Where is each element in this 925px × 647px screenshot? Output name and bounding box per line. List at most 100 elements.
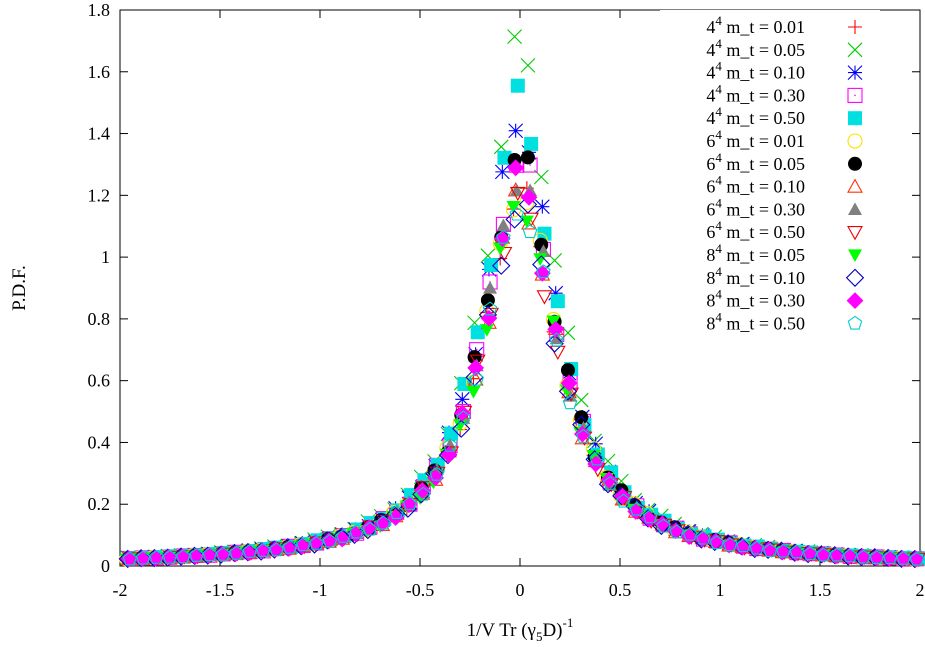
data-point bbox=[616, 493, 631, 508]
y-tick-label: 1.6 bbox=[88, 62, 111, 82]
data-point bbox=[816, 547, 831, 562]
legend-marker bbox=[848, 156, 862, 171]
legend-mass: m_t = 0.05 bbox=[722, 245, 805, 265]
data-point bbox=[537, 226, 552, 241]
data-point bbox=[200, 546, 218, 564]
data-point bbox=[547, 253, 563, 268]
data-point bbox=[202, 547, 218, 562]
legend-marker bbox=[847, 87, 863, 103]
legend-marker bbox=[847, 315, 863, 330]
legend-mass: m_t = 0.30 bbox=[722, 199, 805, 219]
legend-label: 44 m_t = 0.05 bbox=[706, 36, 805, 60]
data-point bbox=[484, 258, 499, 273]
data-point bbox=[269, 542, 284, 557]
y-tick-label: 1.2 bbox=[88, 185, 111, 205]
legend-lattice: 8 bbox=[706, 313, 715, 333]
data-point bbox=[840, 547, 858, 565]
data-point bbox=[520, 188, 538, 206]
data-point bbox=[574, 410, 589, 425]
legend-exponent: 4 bbox=[715, 309, 722, 324]
legend-exponent: 4 bbox=[715, 287, 722, 302]
legend-background bbox=[660, 10, 880, 360]
legend-marker bbox=[847, 133, 863, 149]
data-point bbox=[480, 293, 495, 308]
data-point bbox=[227, 545, 244, 563]
data-point bbox=[524, 136, 539, 151]
x-axis-label-sup: -1 bbox=[563, 615, 574, 630]
data-point bbox=[492, 256, 511, 275]
data-point bbox=[454, 391, 470, 407]
legend-label: 44 m_t = 0.30 bbox=[706, 81, 805, 105]
data-point bbox=[510, 78, 525, 93]
legend-lattice: 6 bbox=[706, 222, 715, 242]
data-point bbox=[776, 543, 791, 558]
legend-lattice: 4 bbox=[706, 108, 715, 128]
data-point bbox=[749, 540, 765, 555]
legend-exponent: 4 bbox=[715, 127, 722, 142]
x-tick-label: -0.5 bbox=[406, 580, 435, 600]
data-point bbox=[545, 334, 564, 353]
data-point bbox=[909, 551, 925, 566]
data-point bbox=[762, 543, 778, 557]
data-point bbox=[560, 363, 575, 378]
data-point bbox=[520, 150, 535, 165]
legend-label: 44 m_t = 0.50 bbox=[706, 104, 805, 128]
legend-marker bbox=[847, 42, 863, 58]
data-point bbox=[669, 524, 685, 539]
data-point bbox=[509, 186, 526, 202]
data-point bbox=[842, 548, 858, 563]
data-point bbox=[322, 533, 338, 548]
data-point bbox=[789, 544, 805, 559]
x-axis-label: 1/V Tr (γ5D)-1 bbox=[467, 615, 574, 644]
legend-lattice: 6 bbox=[706, 131, 715, 151]
data-point bbox=[467, 350, 482, 365]
x-axis-label-sub: 5 bbox=[536, 629, 543, 644]
data-point bbox=[255, 542, 271, 557]
legend-lattice: 8 bbox=[706, 291, 715, 311]
data-point bbox=[456, 410, 471, 425]
data-point bbox=[440, 446, 458, 463]
legend-mass: m_t = 0.50 bbox=[722, 222, 805, 242]
legend-mass: m_t = 0.10 bbox=[722, 63, 805, 83]
data-point bbox=[469, 371, 485, 386]
axes: -2 -1.5 -1 -0.5 0 0.5 1 1.5 2 0 0.2 0.4 0.6 0.8 1 1.2 1.… bbox=[88, 0, 925, 600]
legend-label: 84 m_t = 0.10 bbox=[706, 264, 805, 288]
legend-lattice: 8 bbox=[706, 268, 715, 288]
legend-label: 64 m_t = 0.10 bbox=[706, 173, 805, 197]
legend-exponent: 4 bbox=[715, 173, 722, 188]
data-point bbox=[373, 515, 391, 532]
legend-lattice: 4 bbox=[706, 85, 715, 105]
data-point bbox=[402, 496, 418, 510]
legend-lattice: 4 bbox=[706, 63, 715, 83]
x-tick-label: 0.5 bbox=[609, 580, 632, 600]
legend-mass: m_t = 0.01 bbox=[722, 131, 805, 151]
data-point bbox=[600, 471, 618, 489]
data-point bbox=[229, 545, 244, 560]
data-point bbox=[480, 309, 498, 327]
data-point bbox=[505, 210, 524, 229]
data-point bbox=[536, 290, 553, 305]
data-point bbox=[173, 548, 191, 566]
data-point bbox=[175, 549, 191, 564]
legend-mass: m_t = 0.05 bbox=[722, 40, 805, 60]
legend-label: 84 m_t = 0.30 bbox=[706, 287, 805, 311]
x-tick-label: 0 bbox=[516, 580, 525, 600]
data-point bbox=[533, 253, 548, 266]
data-point bbox=[282, 539, 298, 554]
x-tick-label: 1.5 bbox=[809, 580, 832, 600]
data-point bbox=[602, 475, 618, 490]
data-point bbox=[576, 429, 591, 443]
data-point bbox=[696, 530, 711, 545]
legend-mass: m_t = 0.30 bbox=[722, 291, 805, 311]
legend-mass: m_t = 0.10 bbox=[722, 177, 805, 197]
y-tick-label: 0.8 bbox=[88, 309, 111, 329]
legend-marker bbox=[848, 202, 862, 215]
legend-exponent: 4 bbox=[715, 264, 722, 279]
legend-marker bbox=[848, 20, 862, 34]
data-point bbox=[518, 195, 538, 214]
legend-exponent: 4 bbox=[715, 104, 722, 119]
y-tick-label: 0.6 bbox=[88, 371, 111, 391]
legend-label: 84 m_t = 0.50 bbox=[706, 309, 805, 333]
data-point bbox=[896, 550, 911, 565]
y-tick-label: 0 bbox=[101, 556, 110, 576]
